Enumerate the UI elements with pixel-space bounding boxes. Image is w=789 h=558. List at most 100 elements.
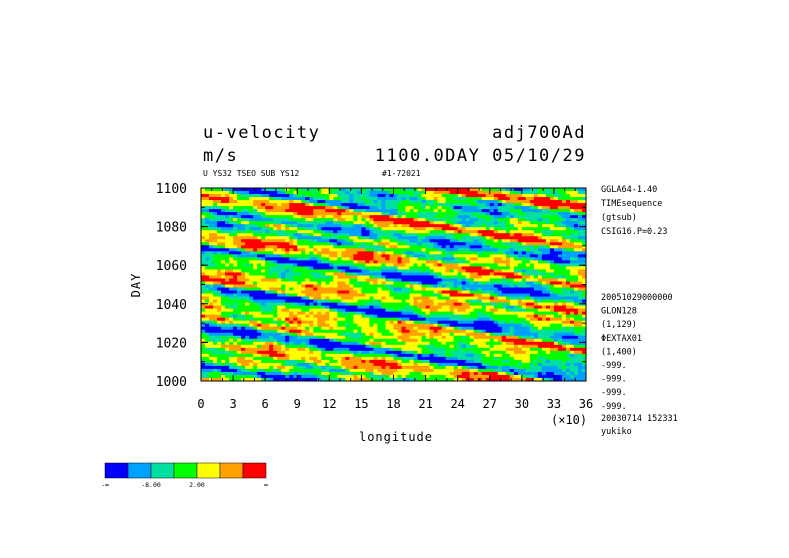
heatmap-cell	[545, 293, 551, 297]
heatmap-cell	[397, 215, 402, 219]
heatmap-cell	[209, 191, 214, 195]
heatmap-cell	[389, 218, 394, 222]
heatmap-cell	[297, 326, 302, 331]
heatmap-cell	[557, 197, 563, 201]
heatmap-cell	[437, 329, 443, 334]
heatmap-cell	[213, 266, 218, 270]
heatmap-cell	[529, 284, 535, 288]
heatmap-cell	[433, 275, 439, 279]
heatmap-cell	[281, 245, 286, 249]
heatmap-cell	[237, 206, 242, 210]
heatmap-cell	[249, 260, 254, 264]
heatmap-cell	[225, 200, 230, 204]
heatmap-cell	[405, 281, 410, 285]
heatmap-cell	[405, 200, 410, 204]
heatmap-cell	[265, 323, 270, 328]
heatmap-cell	[257, 197, 262, 201]
heatmap-cell	[581, 305, 586, 310]
heatmap-cell	[261, 191, 266, 195]
heatmap-cell	[445, 320, 451, 325]
heatmap-cell	[421, 209, 426, 213]
heatmap-cell	[329, 329, 334, 334]
heatmap-cell	[233, 275, 238, 279]
heatmap-cell	[229, 338, 234, 343]
heatmap-cell	[517, 188, 523, 192]
heatmap-cell	[305, 269, 310, 273]
heatmap-cell	[281, 227, 286, 231]
heatmap-cell	[277, 314, 282, 319]
heatmap-cell	[233, 317, 238, 322]
heatmap-cell	[405, 191, 410, 195]
heatmap-cell	[553, 287, 559, 291]
heatmap-cell	[573, 293, 579, 297]
heatmap-cell	[533, 236, 539, 240]
heatmap-cell	[377, 221, 382, 225]
heatmap-cell	[229, 203, 234, 207]
heatmap-cell	[305, 290, 310, 294]
heatmap-cell	[441, 293, 447, 297]
heatmap-cell	[233, 308, 238, 313]
heatmap-cell	[301, 224, 306, 228]
heatmap-cell	[253, 317, 258, 322]
heatmap-cell	[513, 209, 519, 213]
heatmap-cell	[493, 317, 499, 322]
heatmap-cell	[269, 299, 274, 303]
heatmap-cell	[237, 191, 242, 195]
heatmap-cell	[269, 278, 274, 282]
heatmap-cell	[577, 227, 583, 231]
heatmap-cell	[377, 263, 382, 267]
heatmap-cell	[329, 242, 334, 246]
heatmap-cell	[465, 257, 471, 261]
heatmap-cell	[477, 302, 483, 307]
heatmap-cell	[289, 191, 294, 195]
heatmap-cell	[505, 191, 511, 195]
heatmap-cell	[537, 311, 543, 316]
heatmap-cell	[409, 251, 414, 255]
heatmap-cell	[537, 290, 543, 294]
heatmap-cell	[425, 254, 430, 258]
heatmap-cell	[201, 341, 206, 346]
heatmap-cell	[233, 290, 238, 294]
heatmap-cell	[301, 236, 306, 240]
heatmap-cell	[233, 281, 238, 285]
heatmap-cell	[429, 248, 434, 252]
heatmap-cell	[457, 230, 463, 234]
heatmap-cell	[485, 335, 491, 340]
heatmap-cell	[297, 209, 302, 213]
heatmap-cell	[381, 299, 386, 303]
heatmap-cell	[409, 260, 414, 264]
heatmap-cell	[581, 338, 586, 343]
heatmap-cell	[321, 248, 326, 252]
heatmap-cell	[417, 341, 422, 346]
heatmap-cell	[357, 311, 362, 316]
heatmap-cell	[425, 299, 430, 303]
heatmap-cell	[369, 233, 374, 237]
heatmap-cell	[525, 224, 531, 228]
heatmap-cell	[453, 278, 459, 282]
heatmap-cell	[213, 224, 218, 228]
heatmap-cell	[265, 254, 270, 258]
heatmap-cell	[289, 206, 294, 210]
heatmap-cell	[209, 326, 214, 331]
heatmap-cell	[301, 230, 306, 234]
heatmap-cell	[321, 287, 326, 291]
heatmap-cell	[249, 239, 254, 243]
heatmap-cell	[245, 335, 250, 340]
heatmap-cell	[349, 329, 354, 334]
heatmap-cell	[293, 230, 298, 234]
heatmap-cell	[345, 212, 350, 216]
heatmap-cell	[217, 206, 222, 210]
heatmap-cell	[321, 218, 326, 222]
heatmap-cell	[441, 287, 447, 291]
heatmap-cell	[429, 239, 434, 243]
heatmap-cell	[217, 290, 222, 294]
heatmap-cell	[293, 329, 298, 334]
heatmap-cell	[325, 299, 330, 303]
heatmap-cell	[577, 239, 583, 243]
heatmap-cell	[485, 209, 491, 213]
heatmap-cell	[209, 311, 214, 316]
heatmap-cell	[509, 263, 515, 267]
heatmap-cell	[337, 254, 342, 258]
heatmap-cell	[309, 290, 314, 294]
heatmap-cell	[281, 293, 286, 297]
